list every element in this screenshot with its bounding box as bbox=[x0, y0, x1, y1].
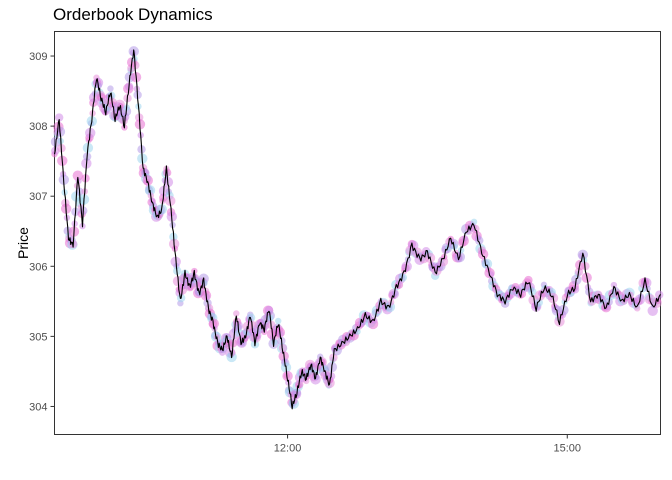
bubble-marker bbox=[391, 290, 399, 297]
bubble-marker bbox=[610, 281, 618, 289]
bubble-marker bbox=[451, 243, 458, 251]
bubble-marker bbox=[142, 175, 153, 186]
chart-title: Orderbook Dynamics bbox=[53, 5, 213, 24]
x-tick-label: 15:00 bbox=[554, 443, 582, 455]
bubble-marker bbox=[637, 293, 645, 300]
bubble-marker bbox=[647, 305, 658, 316]
bubble-layer bbox=[50, 46, 664, 409]
x-tick-label: 12:00 bbox=[274, 443, 302, 455]
bubble-marker bbox=[233, 310, 240, 317]
y-tick-label: 304 bbox=[29, 401, 47, 413]
bubble-marker bbox=[477, 249, 489, 260]
bubble-marker bbox=[54, 113, 64, 122]
bubble-marker bbox=[470, 218, 478, 225]
axis-layer: 304 305 306 307 308 309 12:00 15:00 bbox=[29, 51, 581, 454]
bubble-marker bbox=[655, 290, 664, 299]
y-tick-label: 309 bbox=[29, 51, 47, 63]
bubble-marker bbox=[278, 343, 288, 353]
bubble-marker bbox=[282, 370, 293, 382]
series-line-price bbox=[53, 49, 661, 410]
y-tick-label: 305 bbox=[29, 331, 47, 343]
bubble-marker bbox=[644, 285, 651, 292]
y-tick-label: 307 bbox=[29, 191, 47, 203]
plot-panel-border bbox=[54, 31, 661, 435]
bubble-marker bbox=[528, 287, 537, 297]
y-tick-label: 306 bbox=[29, 261, 47, 273]
bubble-marker bbox=[275, 317, 282, 325]
bubble-marker bbox=[107, 85, 114, 92]
y-tick-label: 308 bbox=[29, 121, 47, 133]
price-line-layer bbox=[53, 49, 661, 410]
